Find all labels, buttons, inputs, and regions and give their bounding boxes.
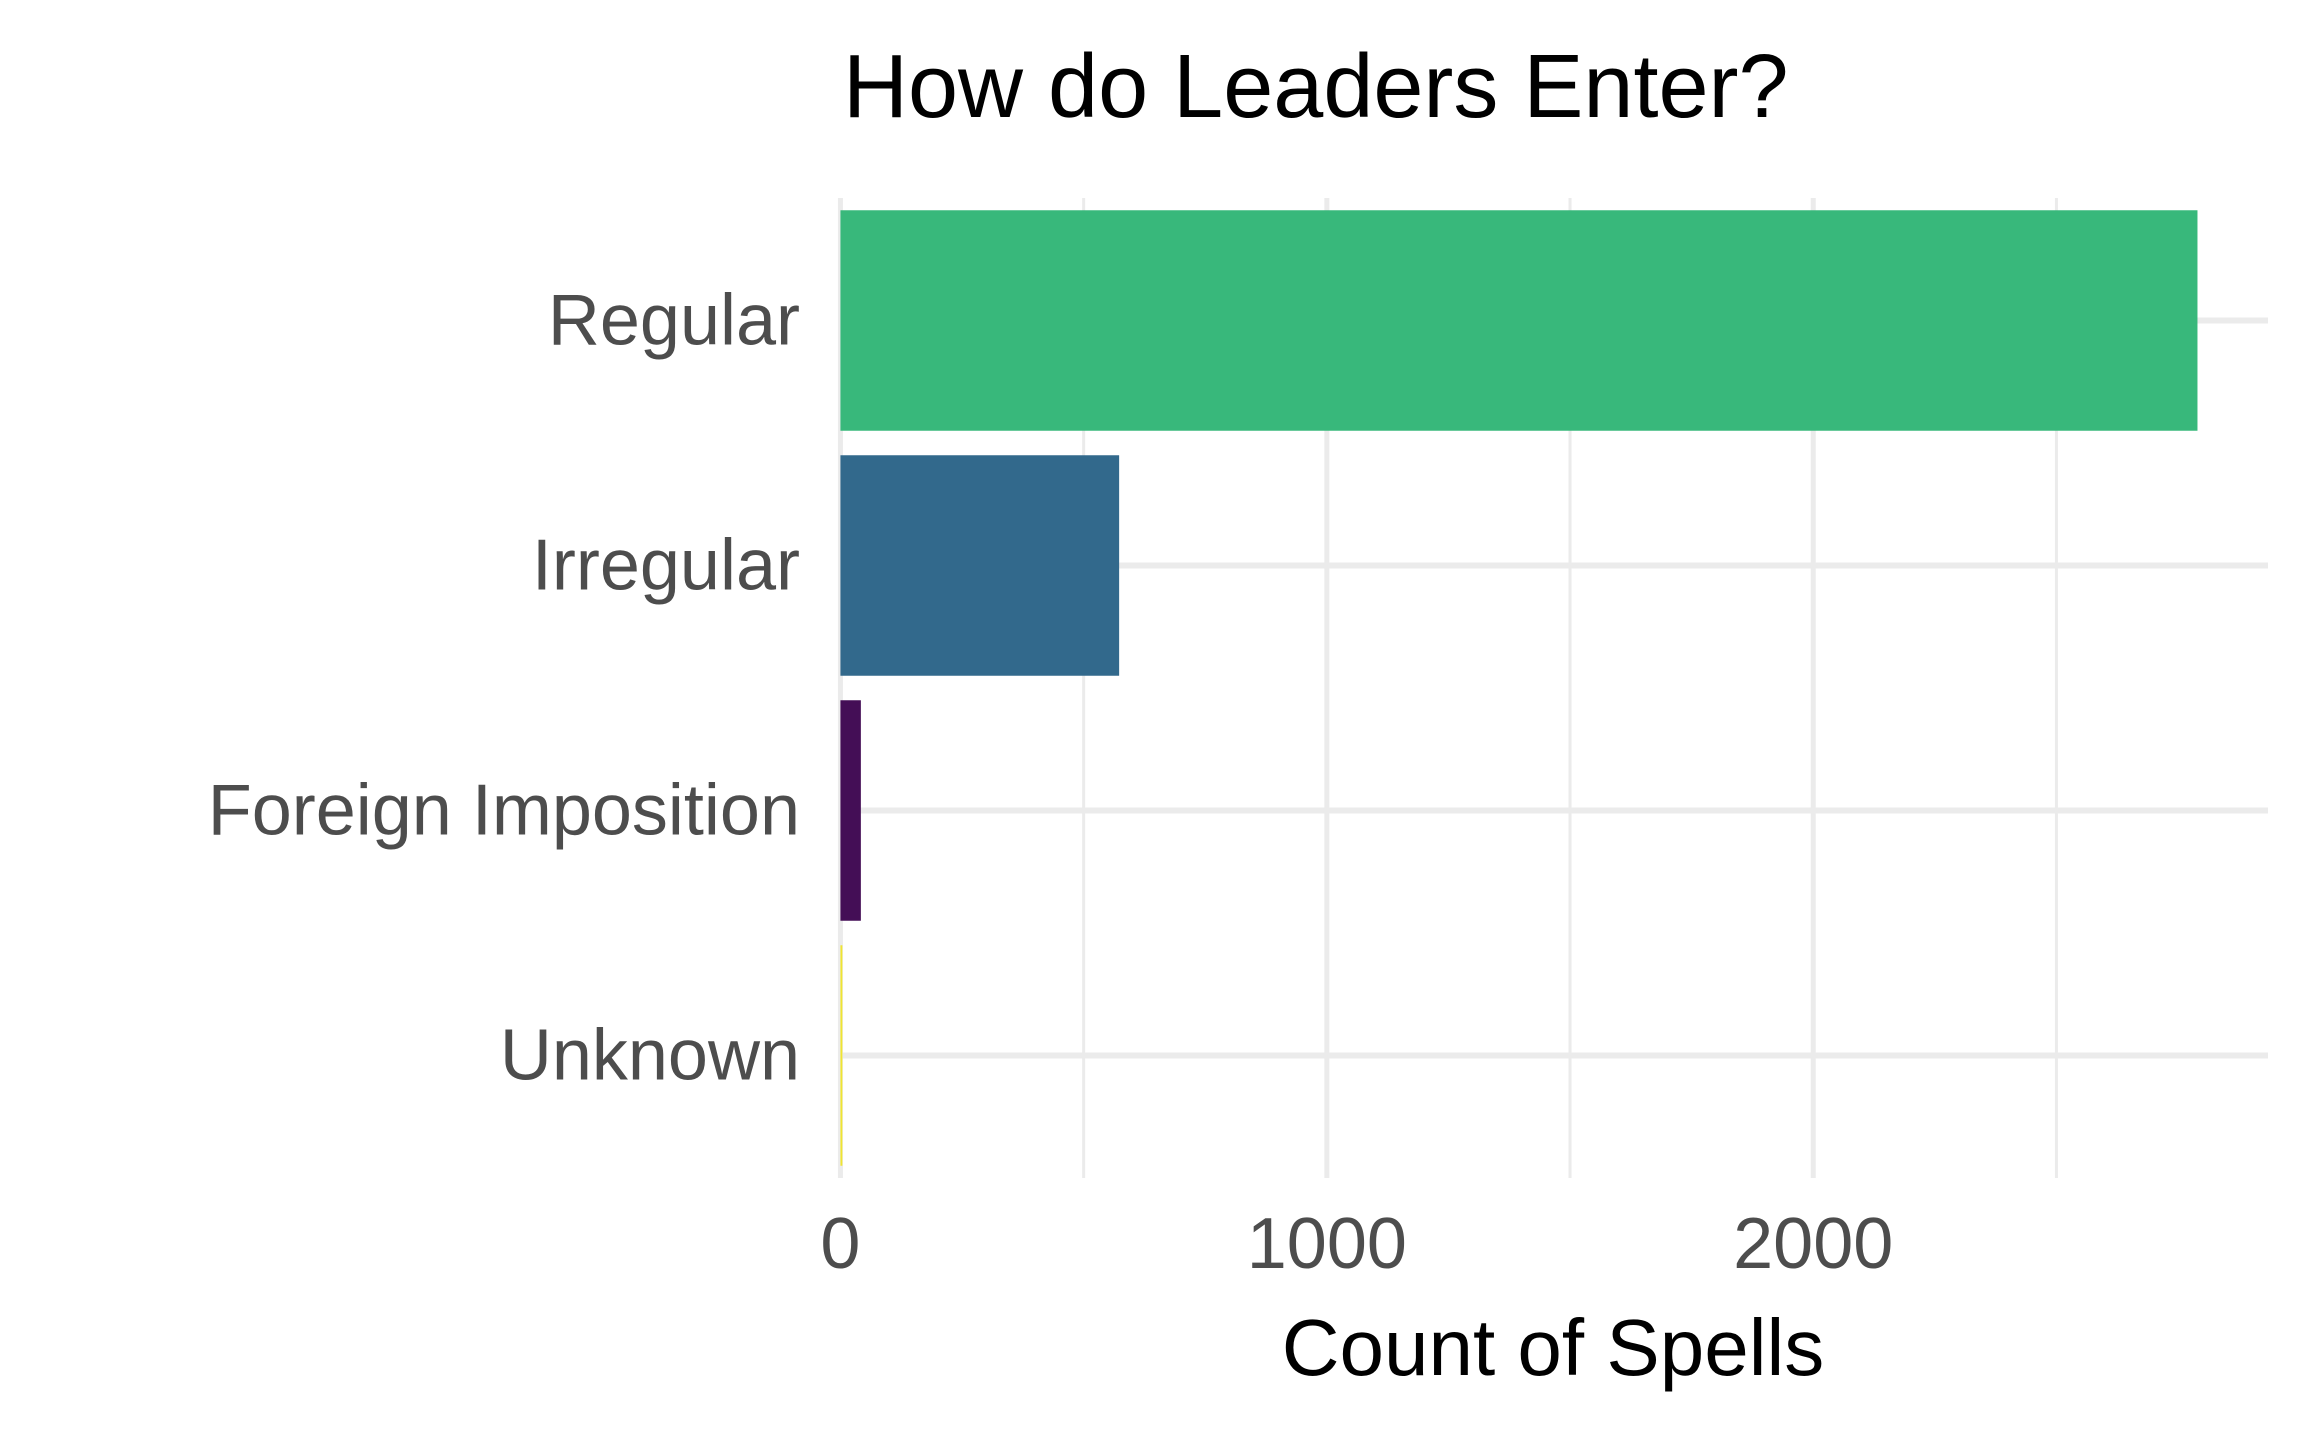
chart-title: How do Leaders Enter? [843,37,1789,137]
bar-regular [840,210,2198,431]
bar-foreign-imposition [840,700,861,921]
bar-layer [840,210,2198,1166]
y-tick-label: Regular [548,281,800,361]
y-tick-label: Foreign Imposition [208,771,800,851]
x-axis-label: Count of Spells [1282,1303,1825,1392]
x-tick-labels: 0 1000 2000 [820,1204,1893,1284]
x-tick-label: 0 [820,1204,860,1284]
bar-unknown [840,945,843,1166]
y-tick-label: Irregular [532,526,800,606]
bar-irregular [840,455,1120,676]
y-tick-label: Unknown [500,1016,800,1096]
y-tick-labels: Regular Irregular Foreign Imposition Unknow… [208,281,800,1096]
x-tick-label: 2000 [1733,1204,1893,1284]
x-tick-label: 1000 [1247,1204,1407,1284]
